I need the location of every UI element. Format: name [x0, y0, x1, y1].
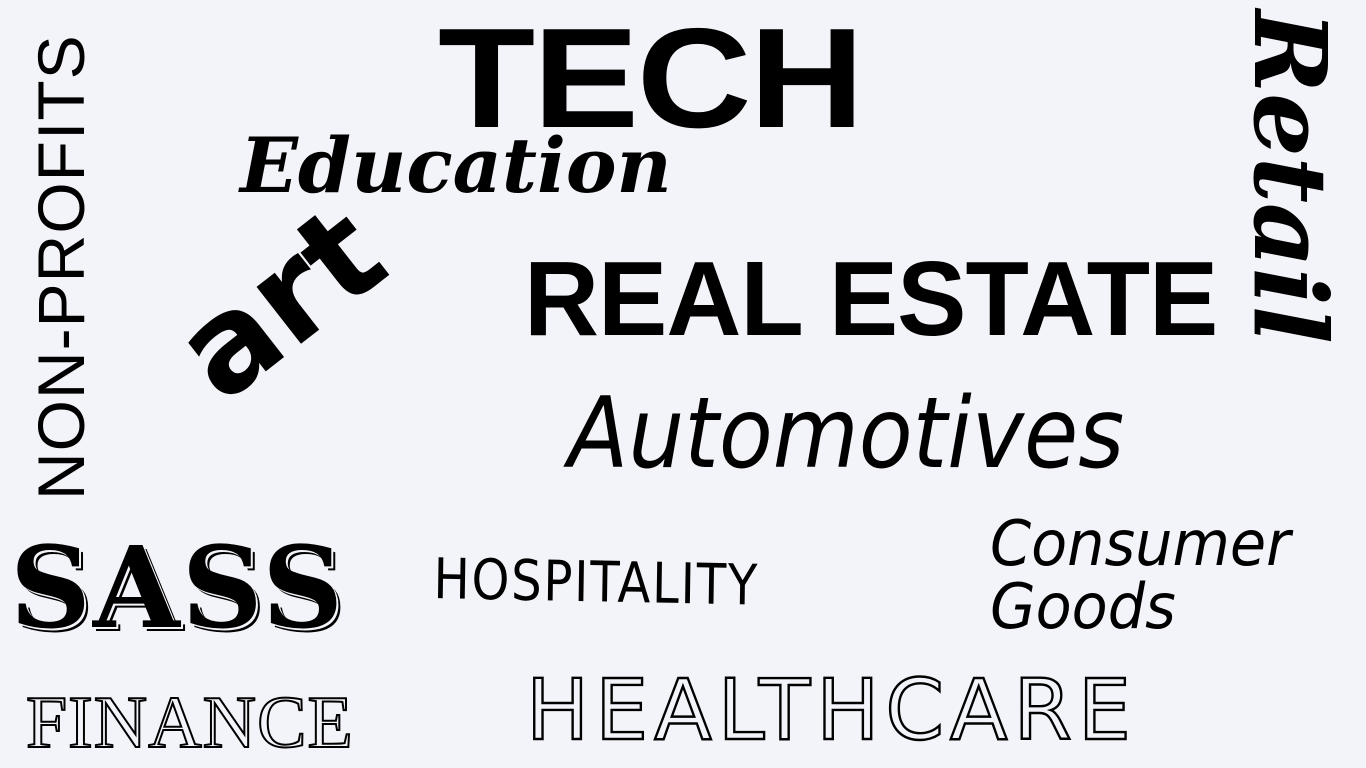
word-tech: TECH: [438, 0, 864, 158]
word-healthcare: HEALTHCARE: [525, 661, 1137, 759]
word-consumer-goods-line2: Goods: [990, 570, 1176, 644]
word-finance: FINANCE: [25, 682, 354, 764]
word-retail: Retail: [1231, 10, 1349, 344]
word-hospitality: HOSPITALITY: [433, 547, 760, 619]
word-art: art: [146, 175, 413, 431]
word-non-profits: NON-PROFITS: [24, 34, 98, 500]
word-consumer-goods-line1: Consumer: [990, 507, 1291, 580]
word-sass: SASS: [10, 523, 346, 654]
word-automotives: Automotives: [568, 377, 1125, 491]
word-consumer-goods: Consumer Goods: [990, 507, 1291, 644]
word-education: Education: [240, 121, 672, 210]
word-healthcare-text: HEALTHCARE: [525, 661, 1137, 759]
word-real-estate: REAL ESTATE: [524, 240, 1218, 358]
